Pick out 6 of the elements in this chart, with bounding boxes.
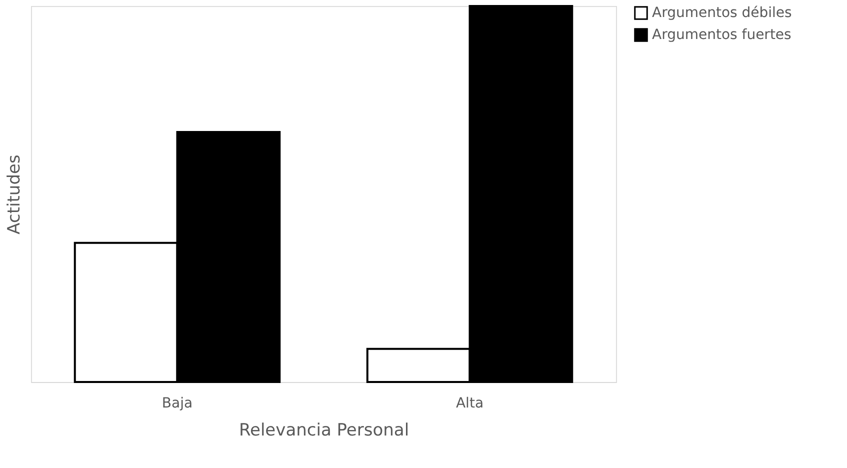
x-tick-label: Baja <box>162 396 193 412</box>
legend-label: Argumentos débiles <box>652 5 792 21</box>
x-axis-title: Relevancia Personal <box>238 420 410 440</box>
y-axis-title: Actitudes <box>4 154 24 234</box>
legend-label: Argumentos fuertes <box>652 27 792 43</box>
x-tick-label: Alta <box>456 396 484 412</box>
